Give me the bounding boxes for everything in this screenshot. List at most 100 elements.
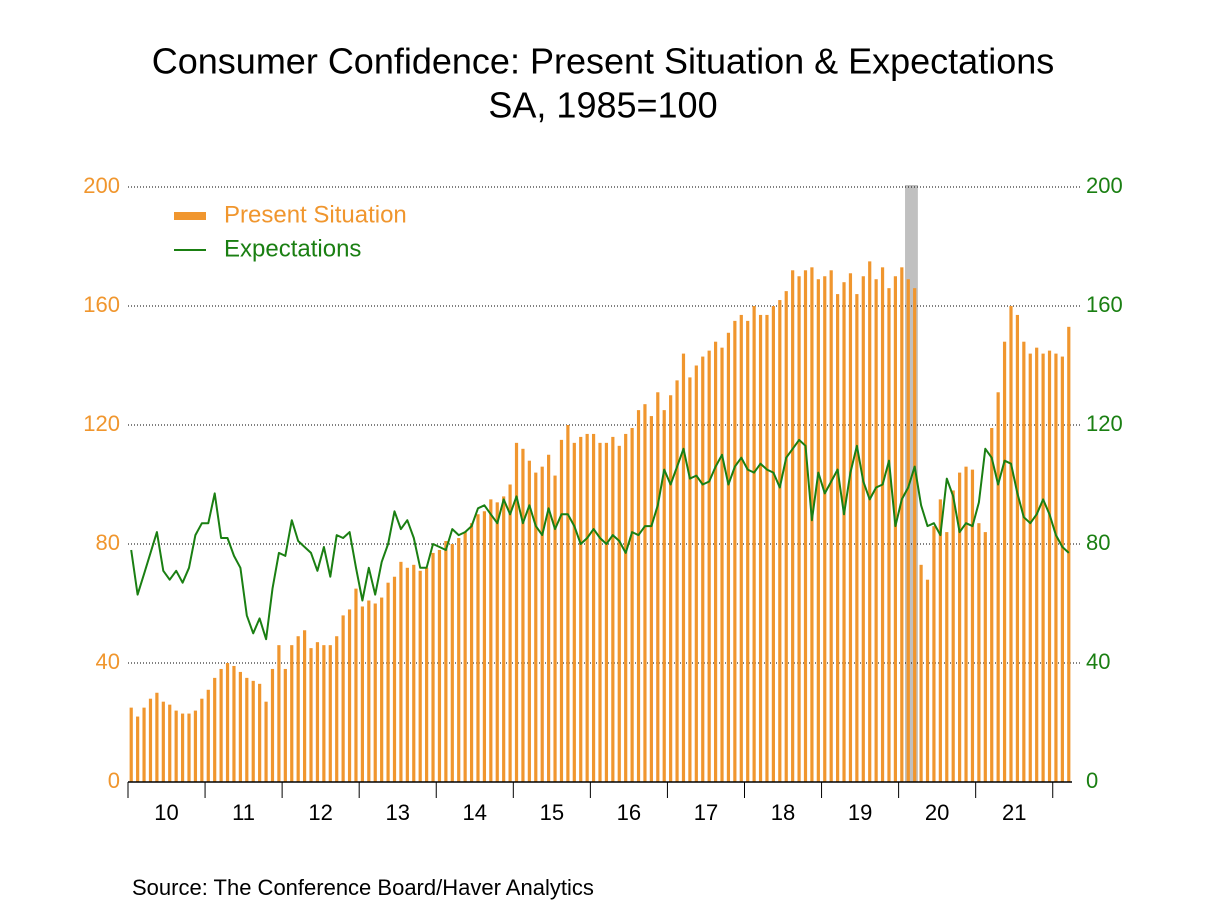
bar [688, 377, 692, 782]
x-tick-label: 14 [463, 800, 487, 825]
bar [1028, 353, 1032, 782]
x-tick-label: 18 [771, 800, 795, 825]
y-tick-label: 40 [96, 649, 120, 674]
bar [399, 561, 403, 782]
bar [521, 448, 525, 782]
bar [816, 279, 820, 782]
y2-tick-label: 200 [1086, 173, 1123, 198]
bar [213, 677, 217, 782]
bar [868, 261, 872, 782]
bar [636, 410, 641, 782]
x-tick-label: 10 [154, 800, 178, 825]
y2-tick-label: 0 [1086, 768, 1098, 793]
bar [720, 347, 724, 782]
bar [733, 320, 737, 782]
bar [810, 267, 814, 782]
y2-tick-label: 160 [1086, 292, 1123, 317]
bar [534, 472, 538, 782]
bar [302, 630, 307, 782]
bar [168, 704, 172, 782]
bar [906, 279, 910, 782]
legend-label: Present Situation [224, 201, 407, 228]
bar [1054, 353, 1058, 782]
bar [322, 645, 326, 782]
bar [219, 668, 223, 782]
bar [726, 332, 731, 782]
x-tick-label: 19 [848, 800, 872, 825]
bar [996, 392, 1000, 782]
bar [251, 680, 255, 782]
bar [1041, 353, 1045, 782]
bar [938, 499, 942, 782]
y2-tick-label: 80 [1086, 530, 1110, 555]
bar [598, 442, 602, 782]
bar [604, 442, 609, 782]
bar [540, 466, 544, 782]
bar [990, 427, 994, 782]
bar [277, 645, 281, 782]
bar [354, 588, 358, 782]
bar [425, 567, 429, 782]
y-tick-label: 120 [83, 411, 120, 436]
bar [148, 698, 153, 782]
bar [502, 496, 506, 782]
bar [1022, 341, 1026, 782]
bar [713, 341, 718, 782]
bar [386, 582, 390, 782]
bar [136, 716, 140, 782]
bar [566, 425, 570, 782]
bar [514, 442, 519, 782]
bar [611, 436, 615, 782]
bar [553, 475, 557, 782]
bar [617, 445, 621, 782]
legend-label: Expectations [224, 235, 361, 262]
bar [746, 320, 750, 782]
bar [649, 416, 653, 782]
bar [547, 454, 551, 782]
bar [180, 713, 185, 782]
bar [880, 267, 885, 782]
bar [945, 532, 949, 782]
bar [283, 668, 287, 782]
bar [264, 701, 268, 782]
bar [1047, 350, 1052, 782]
bar [925, 579, 930, 782]
bar [437, 549, 442, 782]
bar [913, 288, 917, 782]
bar [508, 484, 512, 782]
line [130, 438, 1070, 641]
bar [450, 544, 454, 782]
bar [656, 392, 660, 782]
bar [155, 692, 159, 782]
bar [495, 502, 499, 782]
bar [591, 433, 596, 782]
bar [360, 606, 364, 782]
bar [309, 648, 313, 782]
bar [129, 707, 133, 782]
bar [579, 436, 583, 782]
bar [964, 466, 968, 782]
bar [469, 523, 474, 782]
bar [174, 710, 178, 782]
bar [630, 427, 634, 782]
bar [874, 279, 878, 782]
bar [341, 615, 345, 782]
bar [444, 541, 448, 782]
bar [778, 300, 782, 782]
bar [142, 707, 146, 782]
bar [919, 564, 923, 782]
bar [784, 291, 788, 782]
bar [405, 567, 409, 782]
bar [758, 314, 763, 782]
bar [900, 267, 904, 782]
bar [675, 380, 679, 782]
bar [958, 472, 962, 782]
bar [193, 710, 198, 782]
bar [315, 642, 320, 782]
bar [482, 511, 487, 782]
bar [771, 306, 775, 782]
legend-swatch [174, 212, 206, 220]
bar [232, 665, 236, 782]
bar [431, 552, 435, 782]
